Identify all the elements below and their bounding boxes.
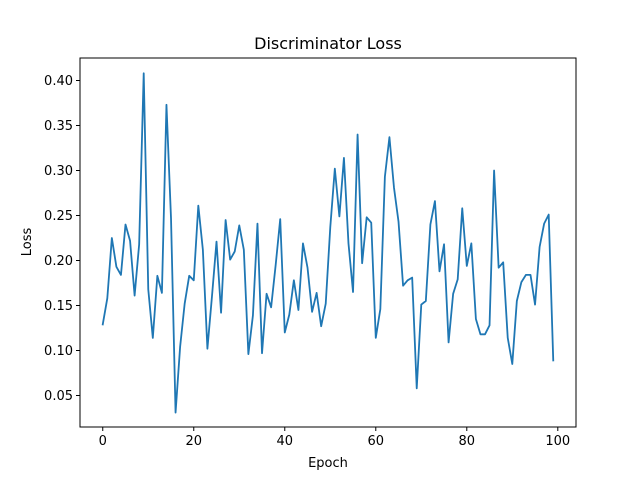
x-tick-label: 0 [99, 434, 107, 449]
x-axis-label: Epoch [308, 456, 348, 471]
plot-area [101, 72, 555, 414]
x-tick-label: 20 [185, 434, 202, 449]
chart-title: Discriminator Loss [254, 34, 402, 53]
x-axis: 0 20 40 60 80 100 [99, 427, 570, 449]
x-tick-label: 100 [545, 434, 570, 449]
y-tick-label: 0.40 [44, 74, 73, 89]
x-tick-label: 40 [276, 434, 293, 449]
series-line-0 [101, 72, 555, 414]
y-tick-label: 0.10 [44, 344, 73, 359]
y-axis: 0.05 0.10 0.15 0.20 0.25 0.30 0.35 0.40 [44, 74, 80, 404]
y-tick-label: 0.30 [44, 164, 73, 179]
y-tick-label: 0.25 [44, 209, 73, 224]
y-tick-label: 0.15 [44, 299, 73, 314]
y-tick-label: 0.20 [44, 254, 73, 269]
x-tick-label: 60 [368, 434, 385, 449]
y-axis-label: Loss [20, 228, 35, 257]
plot-frame [79, 57, 577, 428]
y-tick-label: 0.35 [44, 119, 73, 134]
y-tick-label: 0.05 [44, 389, 73, 404]
x-tick-label: 80 [459, 434, 476, 449]
